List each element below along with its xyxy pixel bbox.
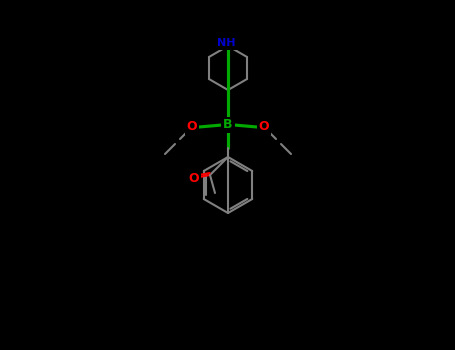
Text: B: B xyxy=(223,119,233,132)
Text: O: O xyxy=(259,120,269,133)
Text: O: O xyxy=(187,120,197,133)
Text: O: O xyxy=(189,172,199,184)
Text: NH: NH xyxy=(217,38,235,48)
